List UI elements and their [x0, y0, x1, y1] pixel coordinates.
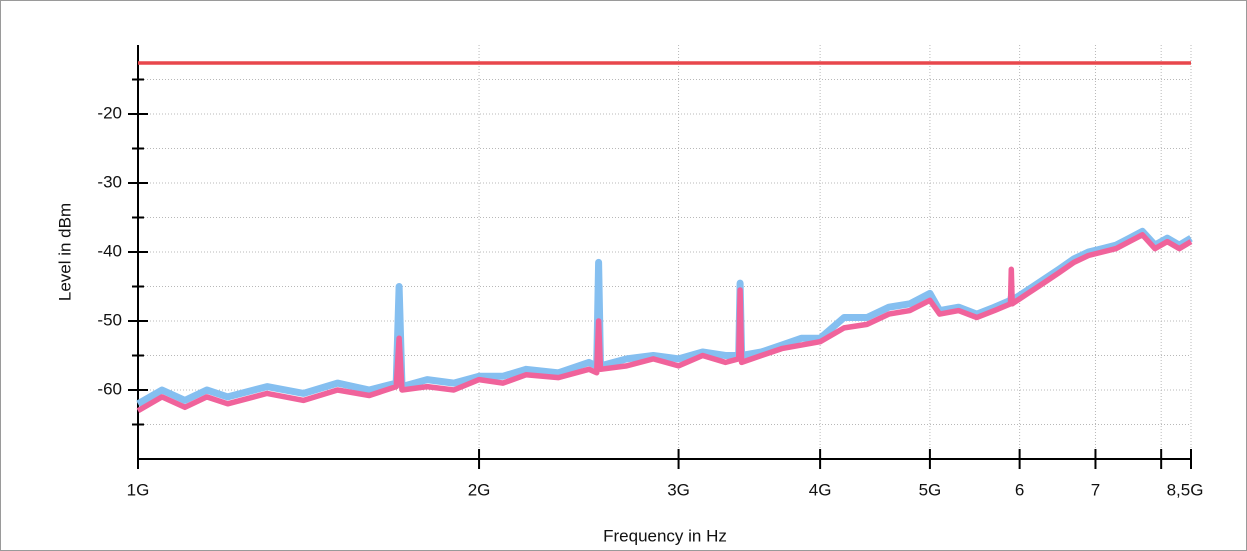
x-tick-label: 4G: [809, 480, 832, 499]
series-line: [136, 232, 1193, 414]
y-tick-label: -50: [97, 310, 122, 329]
x-tick-label: 8,5G: [1167, 480, 1204, 499]
x-tick-label: 3G: [667, 480, 690, 499]
y-tick-label: -60: [97, 379, 122, 398]
y-axis-title: Level in dBm: [55, 203, 74, 301]
y-tick-label: -20: [97, 103, 122, 122]
x-tick-label: 5G: [919, 480, 942, 499]
x-tick-label: 6: [1015, 480, 1024, 499]
x-tick-label: 2G: [468, 480, 491, 499]
x-tick-label: 1G: [127, 480, 150, 499]
y-tick-label: -30: [97, 172, 122, 191]
x-tick-label: 7: [1091, 480, 1100, 499]
y-tick-label: -40: [97, 241, 122, 260]
x-axis-title: Frequency in Hz: [603, 526, 727, 545]
